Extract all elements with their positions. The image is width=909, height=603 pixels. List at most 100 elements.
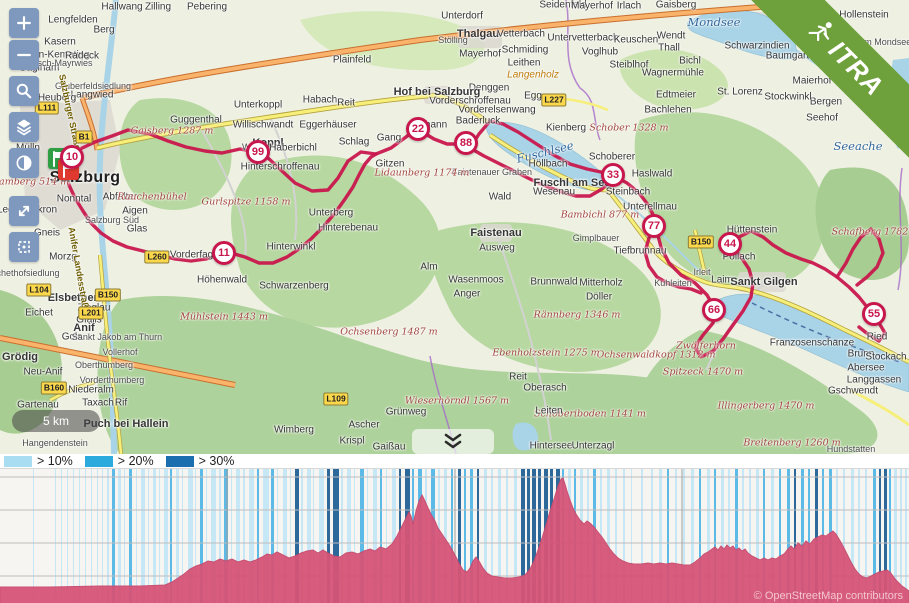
road-badge: L201 xyxy=(78,306,104,320)
steepness-bar xyxy=(61,469,62,603)
steepness-bar xyxy=(367,469,368,603)
steepness-bar xyxy=(236,469,240,603)
crosshair-icon xyxy=(18,241,30,253)
steepness-bar xyxy=(900,469,902,603)
route-marker-77[interactable]: 77 xyxy=(642,214,666,238)
steepness-bar xyxy=(176,469,179,603)
route-path xyxy=(468,146,613,198)
steepness-bar xyxy=(373,469,377,603)
basemap xyxy=(0,0,909,454)
steepness-bar xyxy=(148,469,149,603)
route-marker-44[interactable]: 44 xyxy=(718,232,742,256)
steepness-bar xyxy=(249,469,254,603)
steepness-bar xyxy=(386,469,387,603)
steepness-bar xyxy=(641,469,643,603)
steepness-bar xyxy=(319,469,324,603)
layers-button[interactable] xyxy=(9,112,39,142)
legend-label: > 30% xyxy=(198,454,235,468)
steepness-bar xyxy=(313,469,314,603)
legend-item: > 20% xyxy=(84,454,154,468)
map-viewport[interactable]: Hallwang Zilling Pebering Lengfelden Berg Kas… xyxy=(0,0,909,454)
route-marker-99[interactable]: 99 xyxy=(246,140,270,164)
steepness-bar xyxy=(295,469,299,603)
road-b150 xyxy=(693,229,707,276)
steepness-bar xyxy=(73,469,74,603)
steepness-bar xyxy=(170,469,172,603)
legend-swatch xyxy=(84,455,113,467)
steepness-bar xyxy=(683,469,685,603)
steepness-bar xyxy=(894,469,897,603)
fullscreen-button[interactable] xyxy=(9,196,39,226)
steepness-bar xyxy=(107,469,109,603)
steepness-bar xyxy=(129,469,132,603)
road-badge: B1 xyxy=(75,130,93,144)
gradient-legend: > 10% > 20% > 30% xyxy=(0,454,909,468)
road-badge: B160 xyxy=(40,381,68,395)
road-layer xyxy=(0,1,909,454)
zoom-in-button[interactable] xyxy=(9,8,39,38)
steepness-bar xyxy=(112,469,115,603)
steepness-bar xyxy=(623,469,625,603)
steepness-bar xyxy=(728,469,730,603)
steepness-bar xyxy=(444,469,447,603)
steepness-bar xyxy=(491,469,493,603)
road-l227 xyxy=(532,94,609,112)
steepness-bar xyxy=(136,469,137,603)
minus-icon xyxy=(17,53,31,57)
steepness-bar xyxy=(498,469,501,603)
itra-ribbon: ITRA xyxy=(720,0,909,182)
steepness-bar xyxy=(231,469,232,603)
steepness-bar xyxy=(263,469,269,603)
steepness-bar xyxy=(392,469,396,603)
collapse-profile-button[interactable] xyxy=(412,429,494,454)
steepness-bar xyxy=(787,469,790,603)
ferry-line xyxy=(751,302,901,363)
steepness-bar xyxy=(195,469,196,603)
steepness-bar xyxy=(102,469,103,603)
steepness-bar xyxy=(667,469,669,603)
steepness-bar xyxy=(851,469,854,603)
steepness-bar xyxy=(333,469,339,603)
road-badge: B150 xyxy=(687,235,715,249)
steepness-bar xyxy=(749,469,751,603)
steepness-bar xyxy=(458,469,461,603)
steepness-bar xyxy=(451,469,453,603)
road-badge: B150 xyxy=(94,288,122,302)
search-icon xyxy=(16,83,32,99)
road-badge: L111 xyxy=(34,101,60,115)
steepness-bar xyxy=(865,469,867,603)
center-map-button[interactable] xyxy=(9,232,39,262)
steepness-bar xyxy=(182,469,183,603)
steepness-bar xyxy=(360,469,364,603)
route-marker-88[interactable]: 88 xyxy=(454,131,478,155)
layers-icon xyxy=(16,119,32,136)
route-marker-33[interactable]: 33 xyxy=(601,163,625,187)
steepness-bar xyxy=(164,469,168,603)
route-marker-22[interactable]: 22 xyxy=(406,117,430,141)
steepness-bar xyxy=(206,469,207,603)
steepness-bar xyxy=(159,469,160,603)
hintersee-lake xyxy=(512,422,539,451)
steepness-bar xyxy=(55,469,56,603)
search-button[interactable] xyxy=(9,76,39,106)
route-marker-11[interactable]: 11 xyxy=(212,241,236,265)
zoom-out-button[interactable] xyxy=(9,40,39,70)
steepness-bar xyxy=(354,469,355,603)
steepness-bar xyxy=(200,469,203,603)
steepness-bar xyxy=(527,469,530,603)
steepness-bar xyxy=(97,469,98,603)
steepness-bar xyxy=(771,469,774,603)
route-path xyxy=(60,119,887,359)
steepness-bar xyxy=(532,469,536,603)
legend-swatch xyxy=(4,455,32,467)
steepness-bar xyxy=(224,469,228,603)
contrast-button[interactable] xyxy=(9,148,39,178)
road-badge: L104 xyxy=(26,283,52,297)
terrain-layer xyxy=(0,11,909,454)
expand-arrows-icon xyxy=(18,205,30,217)
route-marker-10[interactable]: 10 xyxy=(60,145,84,169)
route-marker-66[interactable]: 66 xyxy=(702,298,726,322)
steepness-bar xyxy=(843,469,845,603)
steepness-bar xyxy=(470,469,473,603)
route-marker-55[interactable]: 55 xyxy=(862,302,886,326)
